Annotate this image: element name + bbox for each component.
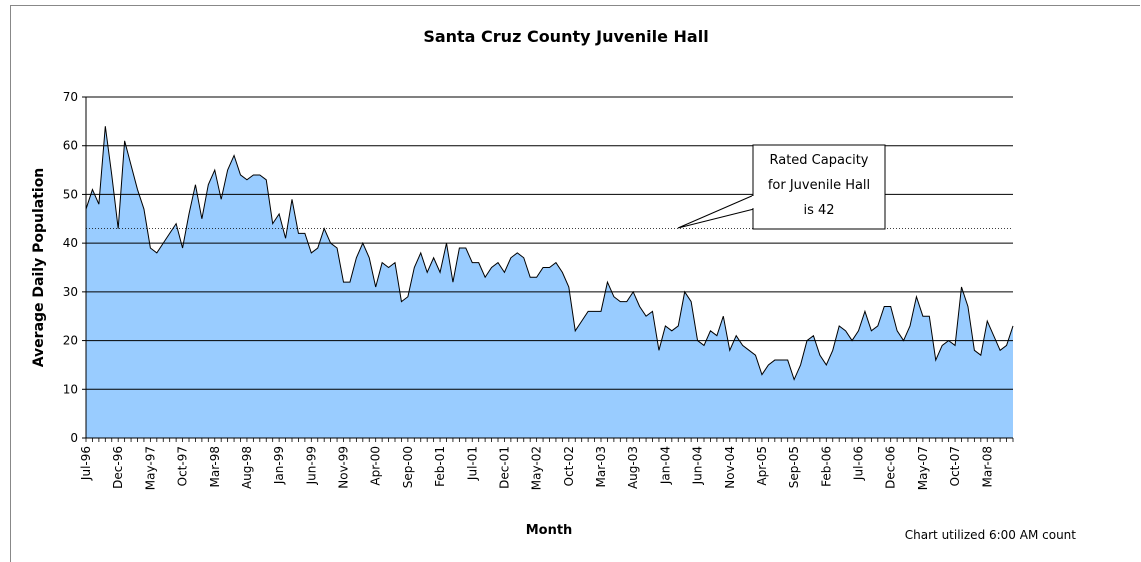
x-tick-label: Jun-04 — [691, 446, 705, 485]
x-tick-label: Aug-03 — [626, 446, 640, 489]
x-tick-label: Feb-06 — [819, 446, 833, 487]
x-tick-label: Nov-99 — [337, 446, 351, 489]
callout-box — [752, 144, 886, 230]
x-tick-label: Nov-04 — [723, 446, 737, 489]
x-tick-label: Mar-98 — [208, 446, 222, 487]
x-tick-label: Aug-98 — [240, 446, 254, 489]
x-tick-label: Feb-01 — [433, 446, 447, 487]
x-tick-label: Mar-03 — [594, 446, 608, 487]
callout-join — [752, 196, 755, 208]
y-tick-label: 0 — [70, 431, 78, 445]
y-axis-title: Average Daily Population — [31, 168, 47, 368]
area-fill — [86, 126, 1013, 438]
x-tick-label: Jul-06 — [852, 446, 866, 481]
chart-footnote: Chart utilized 6:00 AM count — [905, 528, 1077, 542]
x-tick-label: Mar-08 — [980, 446, 994, 487]
callout-text: Rated Capacity — [769, 153, 868, 168]
y-tick-label: 50 — [63, 187, 78, 201]
chart-title: Santa Cruz County Juvenile Hall — [423, 27, 708, 46]
x-tick-label: Dec-01 — [497, 446, 511, 489]
callout-text: is 42 — [803, 203, 834, 218]
x-tick-label: Apr-00 — [369, 446, 383, 486]
callout-pointer — [677, 194, 755, 229]
x-tick-label: Oct-02 — [562, 446, 576, 486]
x-tick-label: Apr-05 — [755, 446, 769, 486]
series-line — [85, 126, 1014, 381]
y-tick-label: 60 — [63, 139, 78, 153]
y-tick-label: 20 — [63, 334, 78, 348]
x-tick-label: Jul-01 — [465, 446, 479, 481]
x-tick-label: Oct-97 — [176, 446, 190, 486]
x-tick-label: Dec-96 — [111, 446, 125, 489]
x-tick-label: May-02 — [530, 446, 544, 490]
x-tick-label: Jun-99 — [304, 446, 318, 485]
callout-text: for Juvenile Hall — [768, 178, 870, 193]
x-tick-label: Jul-96 — [79, 446, 93, 481]
y-tick-label: 30 — [63, 285, 78, 299]
x-tick-label: May-07 — [916, 446, 930, 490]
x-tick-label: Jan-99 — [272, 446, 286, 485]
y-tick-label: 10 — [63, 382, 78, 396]
x-tick-label: Sep-00 — [401, 446, 415, 488]
x-tick-label: Dec-06 — [884, 446, 898, 489]
x-tick-label: Oct-07 — [948, 446, 962, 486]
y-tick-label: 40 — [63, 236, 78, 250]
x-axis-title: Month — [526, 523, 573, 538]
y-tick-label: 70 — [63, 90, 78, 104]
x-tick-label: May-97 — [143, 446, 157, 490]
x-tick-label: Jan-04 — [658, 446, 672, 485]
x-tick-label: Sep-05 — [787, 446, 801, 488]
